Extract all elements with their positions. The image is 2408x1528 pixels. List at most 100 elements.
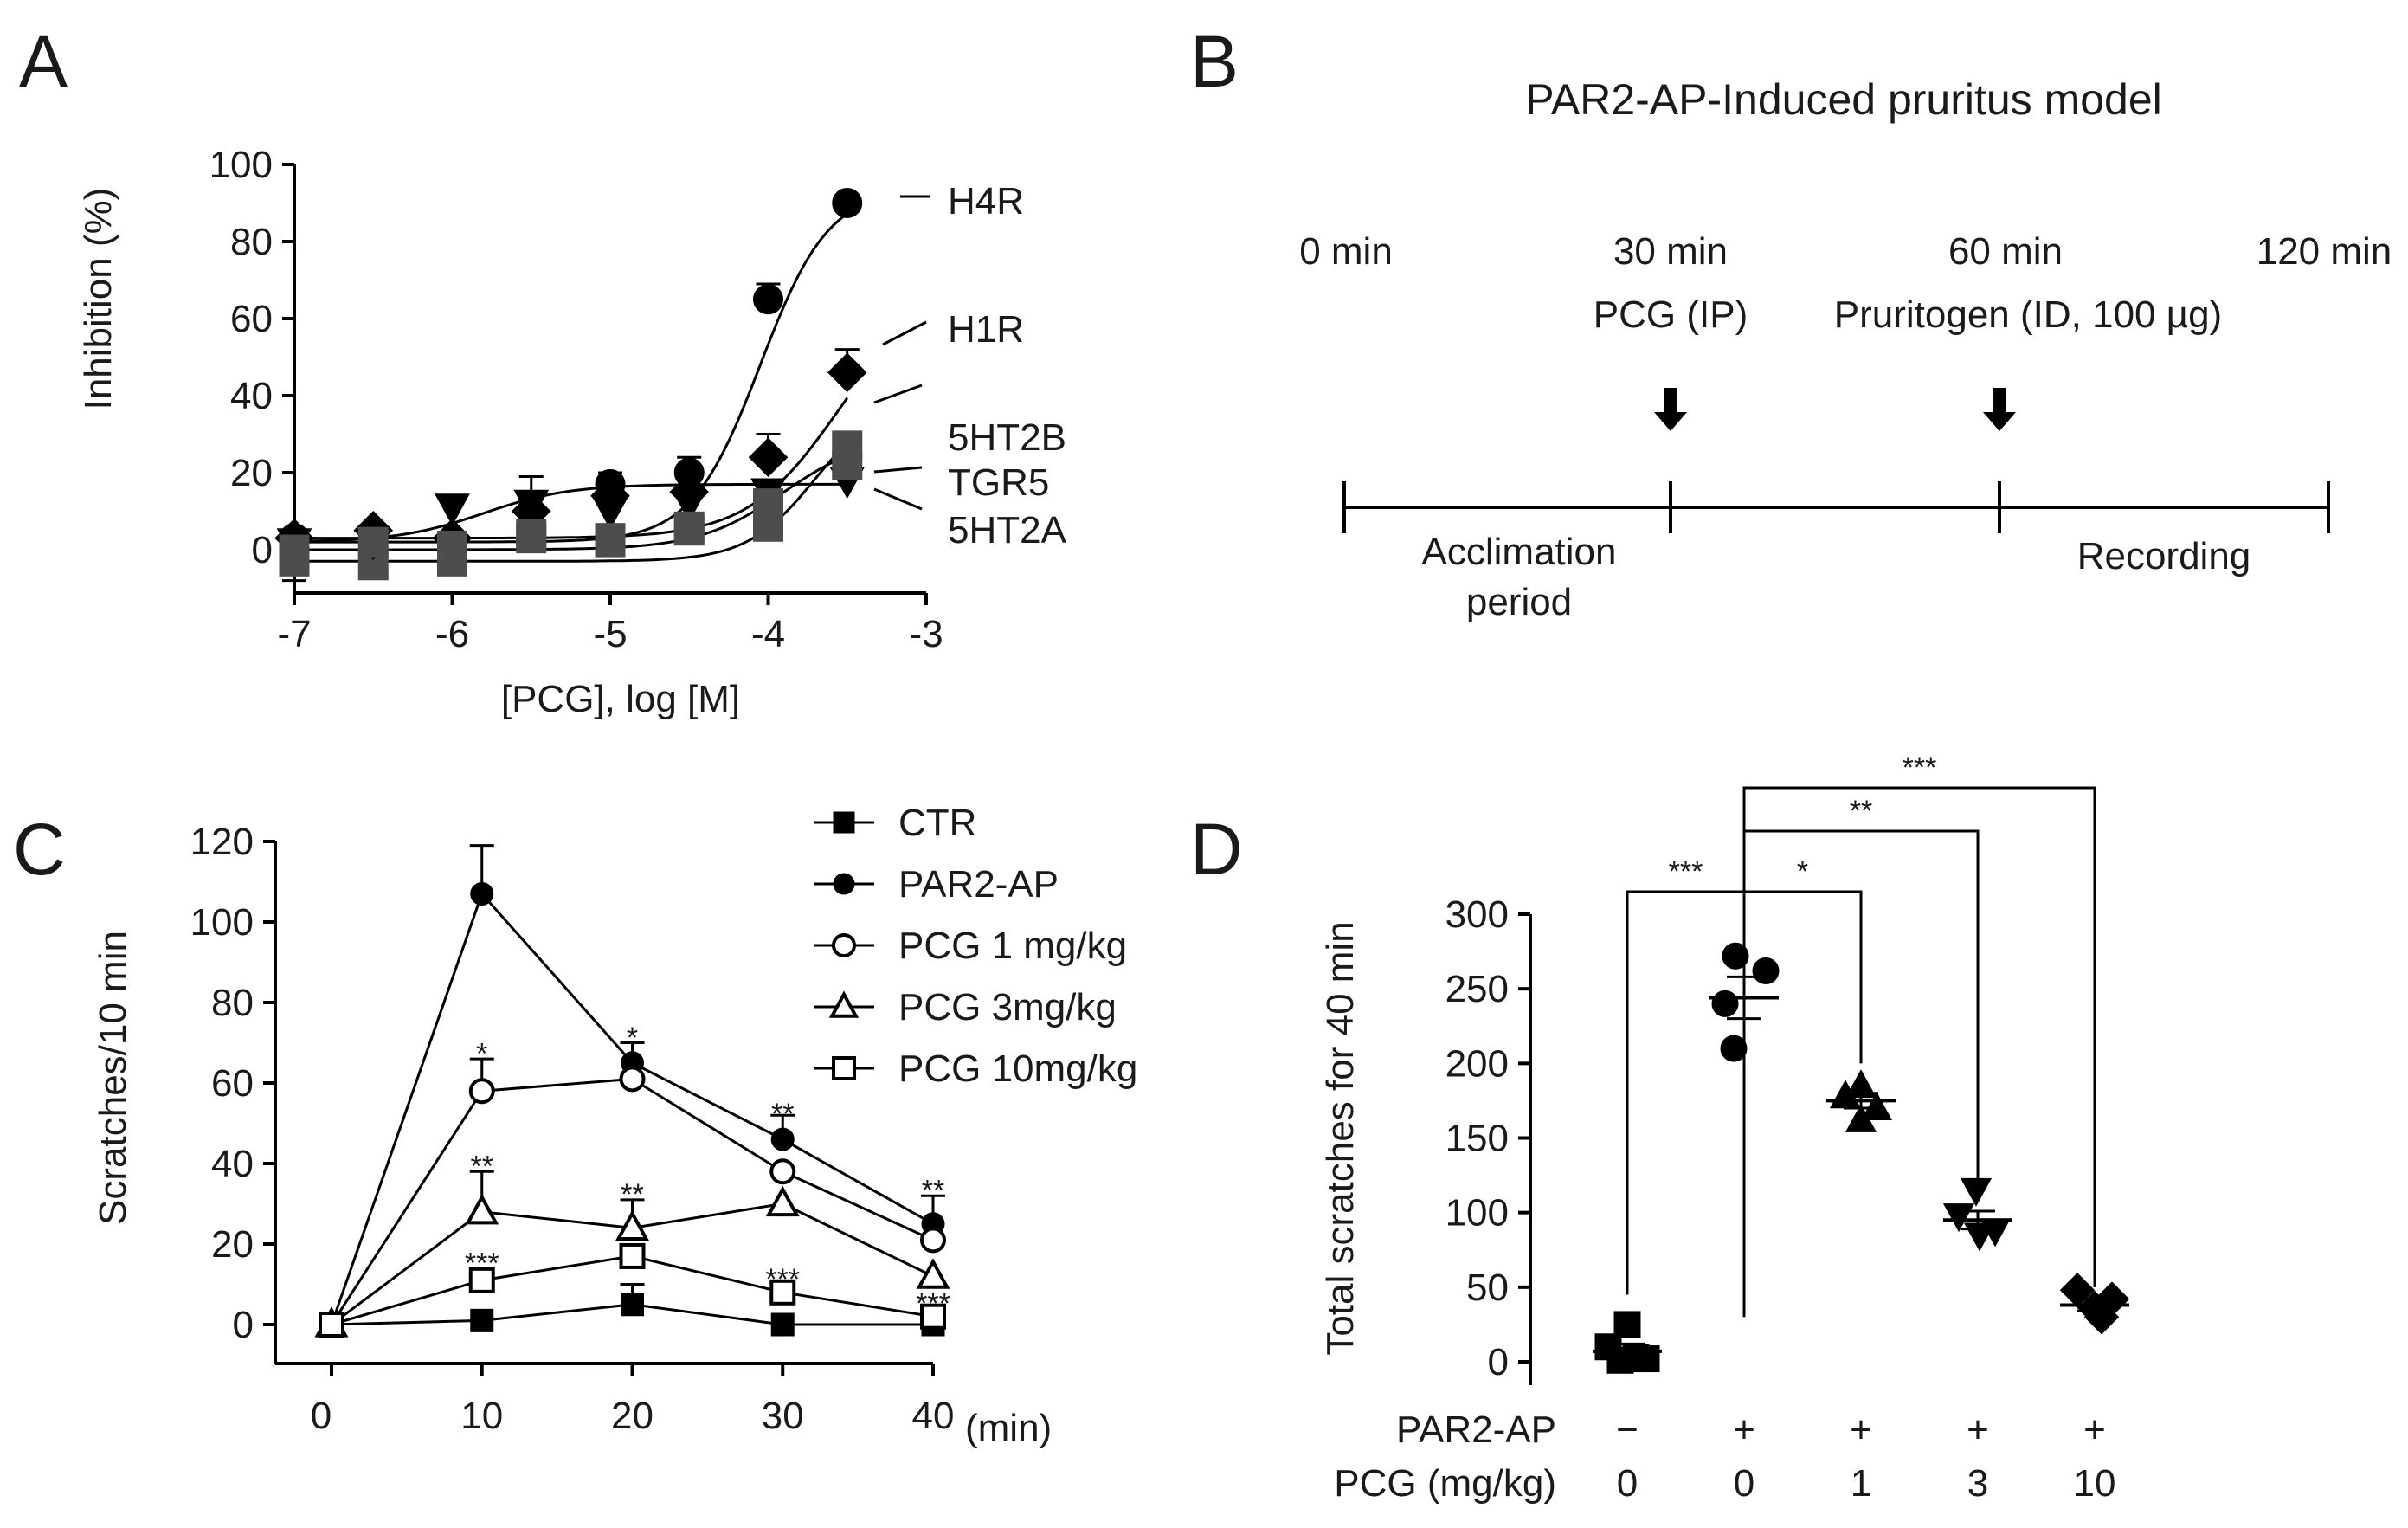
timeline-label-30: 30 min: [1613, 230, 1728, 273]
data-point-PCG 10mg/kg: [920, 1303, 946, 1330]
data-point-group-1: [1711, 990, 1739, 1017]
comparison-bracket: [1742, 786, 2096, 1287]
data-point-CTR: [621, 1293, 644, 1317]
data-point-H4R: [753, 284, 783, 315]
data-point-PAR2-AP: [470, 881, 494, 906]
data-point-5HT2A: [753, 488, 783, 519]
data-point-PCG 10mg/kg: [769, 1279, 796, 1306]
par2-sign: +: [1733, 1409, 1755, 1451]
leader-line: [882, 320, 927, 346]
data-point-group-2: [1860, 1091, 1893, 1121]
x-tick-label: 10: [460, 1395, 503, 1437]
x-tick-label: -6: [435, 613, 469, 655]
data-point-TGR5: [513, 489, 550, 523]
data-point-group-1: [1752, 957, 1780, 984]
data-point-5HT2A: [516, 519, 547, 550]
panel-c-x-label: (min): [965, 1407, 1052, 1449]
data-point-CTR: [770, 1312, 795, 1337]
y-tick-label: 0: [233, 1304, 254, 1346]
x-tick-label: -3: [909, 613, 943, 655]
y-tick-label: 150: [1445, 1118, 1509, 1160]
y-tick-label: 200: [1445, 1042, 1509, 1085]
significance-marker: **: [1850, 795, 1872, 828]
timeline: [1342, 481, 2330, 533]
pcg-dose: 0: [1734, 1462, 1754, 1505]
data-point-PAR2-AP: [770, 1127, 795, 1151]
panel-c-y-label: Scratches/10 min: [92, 931, 134, 1225]
y-tick-label: 80: [211, 982, 254, 1024]
legend-marker-PCG 10mg/kg: [832, 1056, 856, 1080]
legend-label-PCG 1 mg/kg: PCG 1 mg/kg: [898, 925, 1127, 967]
y-tick-label: 40: [230, 375, 273, 417]
pcg-dose: 0: [1617, 1462, 1638, 1505]
panel-label-c: C: [13, 809, 66, 890]
pcg-dose: 10: [2074, 1462, 2116, 1505]
panel-a-x-label: [PCG], log [M]: [501, 678, 740, 720]
significance-marker: ***: [765, 1263, 800, 1296]
series-label-5HT2A: 5HT2A: [948, 509, 1067, 551]
significance-marker: *: [627, 1022, 638, 1054]
data-point-group-0: [1613, 1311, 1641, 1338]
legend-marker-PAR2-AP: [833, 873, 855, 895]
leader-line: [873, 384, 923, 404]
data-point-PCG 3mg/kg: [465, 1193, 499, 1225]
data-point-group-2: [1845, 1103, 1877, 1132]
legend-marker-CTR: [833, 811, 855, 834]
period-label-acclimation-2: period: [1466, 581, 1572, 623]
y-tick-label: 60: [211, 1062, 254, 1105]
significance-marker: **: [922, 1175, 944, 1208]
data-point-PCG 3mg/kg: [765, 1185, 800, 1217]
panel-a-y-label: Inhibition (%): [77, 188, 119, 410]
data-point-TGR5: [671, 489, 707, 523]
panel-c-legend: CTR PAR2-AP PCG 1 mg/kg PCG 3mg/kg PCG 10mg/…: [814, 802, 1137, 1090]
x-tick-label: 40: [912, 1395, 955, 1437]
row-label-par2: PAR2-AP: [1396, 1409, 1556, 1451]
y-tick-label: 250: [1445, 968, 1509, 1010]
significance-marker: *: [1797, 855, 1808, 888]
panel-label-b: B: [1190, 21, 1239, 102]
data-point-5HT2A: [437, 531, 467, 562]
period-label-recording: Recording: [2077, 535, 2251, 577]
panel-label-d: D: [1190, 809, 1243, 890]
data-point-PCG 1 mg/kg: [920, 1227, 946, 1254]
timeline-label-60: 60 min: [1948, 230, 2063, 273]
data-point-PCG 1 mg/kg: [619, 1066, 646, 1093]
y-tick-label: 120: [190, 821, 254, 863]
series-label-H4R: H4R: [948, 180, 1024, 222]
legend-marker-PCG 3mg/kg: [828, 990, 860, 1018]
significance-marker: *: [476, 1037, 487, 1070]
data-point-5HT2A: [595, 523, 626, 554]
pcg-dose: 1: [1851, 1462, 1871, 1505]
x-tick-label: 0: [311, 1395, 332, 1437]
event-label-pruritogen: Pruritogen (ID, 100 µg): [1834, 293, 2222, 336]
significance-marker: **: [771, 1098, 794, 1131]
legend-label-PAR2-AP: PAR2-AP: [898, 863, 1059, 906]
data-point-PCG 3mg/kg: [916, 1258, 950, 1289]
x-tick-label: -7: [277, 613, 311, 655]
series-label-TGR5: TGR5: [948, 461, 1049, 504]
data-point-PCG 10mg/kg: [468, 1267, 495, 1293]
data-point-group-1: [1720, 1035, 1748, 1062]
y-tick-label: 100: [1445, 1192, 1509, 1235]
y-tick-label: 0: [252, 529, 273, 571]
down-arrow-icon: [1983, 388, 2016, 431]
x-tick-label: 30: [762, 1395, 804, 1437]
y-tick-label: 100: [209, 144, 273, 186]
data-point-CTR: [470, 1308, 494, 1332]
significance-marker: **: [471, 1151, 493, 1183]
data-point-group-1: [1722, 942, 1749, 970]
y-tick-label: 50: [1466, 1267, 1509, 1309]
leader-line: [873, 487, 923, 511]
y-tick-label: 20: [230, 452, 273, 494]
panel-b-title: PAR2-AP-Induced pruritus model: [1525, 75, 2162, 124]
down-arrow-icon: [1654, 388, 1687, 431]
x-tick-label: 20: [611, 1395, 654, 1437]
data-point-PCG 1 mg/kg: [769, 1158, 796, 1185]
y-tick-label: 20: [211, 1223, 254, 1266]
data-point-H4R: [832, 188, 863, 218]
y-tick-label: 100: [190, 901, 254, 944]
